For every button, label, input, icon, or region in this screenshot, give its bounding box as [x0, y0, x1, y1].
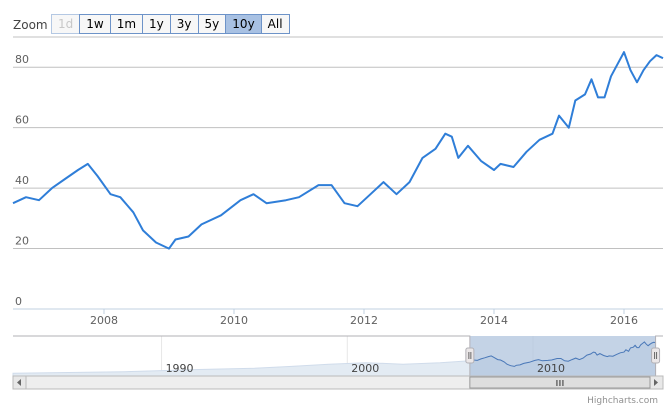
navigator-tick-label: 1990: [166, 362, 194, 375]
x-axis-ticks: 2008 2010 2012 2014 2016: [90, 309, 638, 327]
navigator-handles: [465, 347, 661, 364]
x-tick-label: 2016: [610, 314, 638, 327]
y-tick-label: 0: [15, 295, 22, 308]
chart-grid: [13, 36, 663, 310]
grip-icon: [556, 380, 564, 386]
range-button-All[interactable]: All: [260, 14, 290, 34]
x-tick-label: 2012: [350, 314, 378, 327]
x-tick-label: 2014: [480, 314, 508, 327]
x-tick-label: 2010: [220, 314, 248, 327]
range-button-10y[interactable]: 10y: [225, 14, 262, 34]
series-line: [12, 51, 664, 250]
y-tick-label: 80: [15, 53, 29, 66]
navigator-handle-left[interactable]: [465, 347, 475, 364]
navigator-tick-label: 2000: [351, 362, 379, 375]
range-button-5y[interactable]: 5y: [197, 14, 227, 34]
range-button-1y[interactable]: 1y: [142, 14, 171, 34]
range-selector-buttons: 1d 1w 1m 1y 3y 5y 10y All: [51, 14, 290, 34]
range-button-1d[interactable]: 1d: [51, 14, 81, 34]
range-button-3y[interactable]: 3y: [169, 14, 199, 34]
zoom-label: Zoom: [13, 18, 48, 32]
navigator-labels: 1990 2000 2010: [166, 362, 565, 375]
navigator-series-line: [469, 341, 656, 367]
arrow-right-icon: [654, 379, 658, 386]
navigator-tick-label: 2010: [537, 362, 565, 375]
y-tick-label: 40: [15, 174, 29, 187]
range-button-1m[interactable]: 1m: [109, 14, 144, 34]
navigator[interactable]: 1990 2000 2010: [12, 335, 663, 377]
x-tick-label: 2008: [90, 314, 118, 327]
navigator-handle-right[interactable]: [651, 347, 661, 364]
y-tick-label: 60: [15, 114, 29, 127]
y-tick-label: 20: [15, 235, 29, 248]
arrow-left-icon: [17, 379, 21, 386]
navigator-selected-range: [469, 336, 656, 376]
scrollbar[interactable]: [12, 375, 664, 390]
credits-link[interactable]: Highcharts.com: [587, 396, 658, 406]
y-axis-ticks: 0 20 40 60 80: [15, 53, 29, 308]
